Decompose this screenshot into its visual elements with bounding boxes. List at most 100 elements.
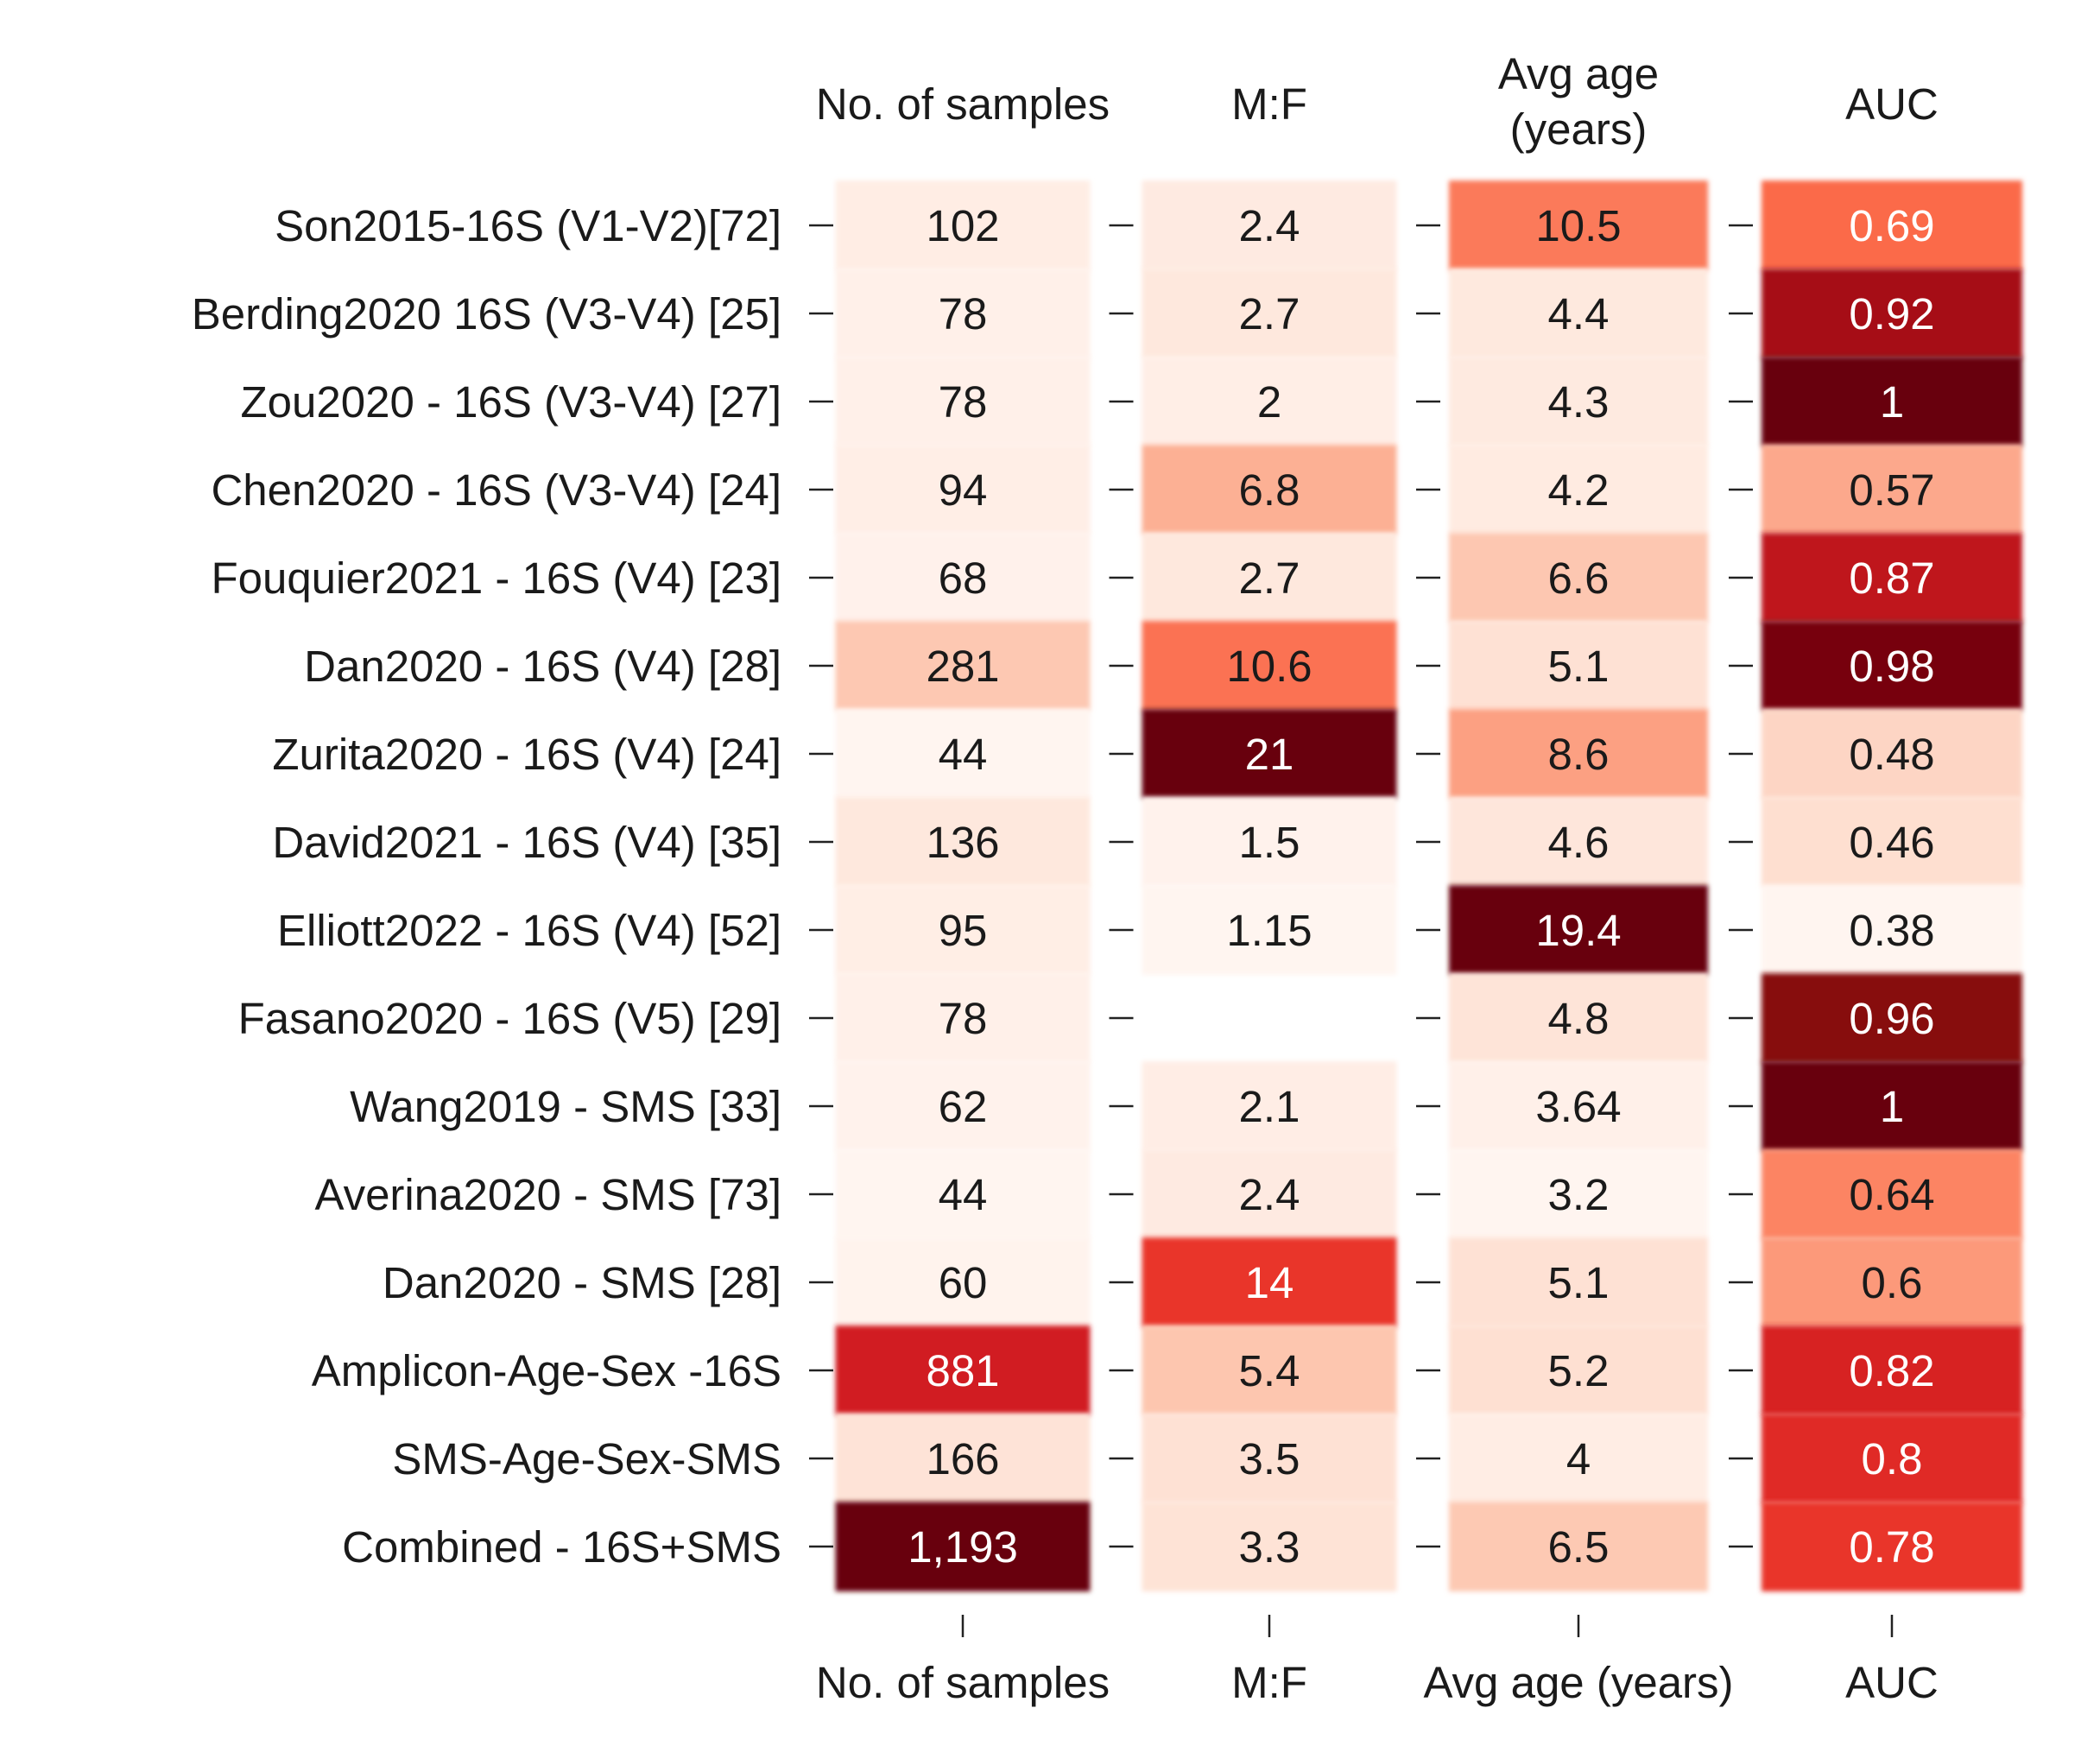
cell-label: 4.2 bbox=[1548, 465, 1610, 515]
cell-label: 0.57 bbox=[1849, 465, 1934, 515]
heatmap-cell bbox=[1142, 1149, 1397, 1239]
heatmap-cell bbox=[1762, 973, 2022, 1063]
cell-label: 21 bbox=[1245, 730, 1294, 779]
cell-label: 136 bbox=[926, 818, 999, 867]
heatmap-cell bbox=[1762, 1325, 2022, 1415]
cell-label: 14 bbox=[1245, 1258, 1294, 1307]
cell-label: 2.1 bbox=[1239, 1082, 1300, 1131]
heatmap-cell bbox=[1142, 357, 1397, 446]
cell-label: 4.3 bbox=[1548, 377, 1610, 427]
row-label: SMS-Age-Sex-SMS bbox=[392, 1434, 781, 1483]
cell-label: 6.6 bbox=[1548, 554, 1610, 603]
column-header-top: No. of samples bbox=[816, 79, 1110, 129]
heatmap-cell bbox=[1762, 1414, 2022, 1503]
cell-label: 102 bbox=[926, 201, 999, 250]
cell-label: 0.82 bbox=[1849, 1346, 1934, 1395]
cell-label: 78 bbox=[939, 289, 988, 338]
heatmap-cell bbox=[1449, 797, 1708, 887]
heatmap-cell bbox=[1449, 269, 1708, 358]
row-label: Combined - 16S+SMS bbox=[342, 1522, 781, 1572]
cell-label: 0.38 bbox=[1849, 906, 1934, 955]
row-label: David2021 - 16S (V4) [35] bbox=[272, 818, 781, 867]
heatmap-cell bbox=[1762, 709, 2022, 799]
heatmap-cell bbox=[1762, 621, 2022, 711]
column-header-top: Avg age (years) bbox=[1498, 49, 1659, 154]
heatmap-cell bbox=[835, 1414, 1091, 1503]
cell-label: 4 bbox=[1566, 1434, 1591, 1483]
heatmap-cell bbox=[1449, 885, 1708, 975]
cell-label: 10.6 bbox=[1226, 642, 1312, 691]
column-header-top: M:F bbox=[1231, 79, 1307, 129]
heatmap-cell bbox=[835, 1237, 1091, 1327]
row-label: Averina2020 - SMS [73] bbox=[314, 1170, 781, 1219]
cell-label: 5.1 bbox=[1548, 1258, 1610, 1307]
heatmap-cell bbox=[1142, 797, 1397, 887]
heatmap-cell bbox=[1142, 533, 1397, 623]
heatmap-cell bbox=[1762, 797, 2022, 887]
cell-label: 3.3 bbox=[1239, 1522, 1300, 1572]
heatmap-cell bbox=[1449, 621, 1708, 711]
cell-label: 78 bbox=[939, 994, 988, 1043]
heatmap-cell bbox=[1449, 180, 1708, 270]
cell-label: 95 bbox=[939, 906, 988, 955]
row-label: Elliott2022 - 16S (V4) [52] bbox=[277, 906, 781, 955]
heatmap-cell bbox=[1762, 180, 2022, 270]
heatmap-cell bbox=[1449, 973, 1708, 1063]
heatmap-cell bbox=[1449, 709, 1708, 799]
cell-label: 1 bbox=[1880, 377, 1904, 427]
cell-label: 8.6 bbox=[1548, 730, 1610, 779]
heatmap-cell bbox=[1142, 269, 1397, 358]
heatmap-cell bbox=[1762, 357, 2022, 446]
heatmap-cell bbox=[835, 885, 1091, 975]
heatmap-cell bbox=[1762, 1502, 2022, 1591]
column-header-bottom: No. of samples bbox=[816, 1658, 1110, 1707]
cell-label: 4.6 bbox=[1548, 818, 1610, 867]
cell-label: 6.5 bbox=[1548, 1522, 1610, 1572]
heatmap-cell bbox=[1762, 533, 2022, 623]
heatmap-cell bbox=[835, 973, 1091, 1063]
cell-label: 4.4 bbox=[1548, 289, 1610, 338]
cell-label: 44 bbox=[939, 730, 988, 779]
cell-label: 0.78 bbox=[1849, 1522, 1934, 1572]
cell-label: 1.15 bbox=[1226, 906, 1312, 955]
cell-label: 881 bbox=[926, 1346, 999, 1395]
heatmap-cell bbox=[1449, 1325, 1708, 1415]
cell-label: 4.8 bbox=[1548, 994, 1610, 1043]
cell-label: 0.98 bbox=[1849, 642, 1934, 691]
heatmap-cell bbox=[1142, 1325, 1397, 1415]
cell-label: 2.7 bbox=[1239, 289, 1300, 338]
cell-label: 2.4 bbox=[1239, 201, 1300, 250]
row-label: Dan2020 - 16S (V4) [28] bbox=[304, 642, 781, 691]
heatmap-cell bbox=[1449, 445, 1708, 535]
cell-label: 0.48 bbox=[1849, 730, 1934, 779]
heatmap-cell bbox=[835, 797, 1091, 887]
cell-label: 1,193 bbox=[908, 1522, 1018, 1572]
heatmap-cell bbox=[1142, 445, 1397, 535]
cell-label: 3.2 bbox=[1548, 1170, 1610, 1219]
heatmap-cell bbox=[835, 445, 1091, 535]
row-label: Fasano2020 - 16S (V5) [29] bbox=[238, 994, 781, 1043]
heatmap-cell bbox=[1142, 885, 1397, 975]
cell-label: 60 bbox=[939, 1258, 988, 1307]
row-label: Zou2020 - 16S (V3-V4) [27] bbox=[240, 377, 781, 427]
row-label: Dan2020 - SMS [28] bbox=[383, 1258, 781, 1307]
column-header-bottom: Avg age (years) bbox=[1423, 1658, 1733, 1707]
heatmap-cell bbox=[1762, 1061, 2022, 1151]
text-layer: Son2015-16S (V1-V2)[72] Berding2020 16S (… bbox=[192, 49, 1939, 1707]
cell-label: 19.4 bbox=[1535, 906, 1621, 955]
cell-label: 0.96 bbox=[1849, 994, 1934, 1043]
cells-layer bbox=[835, 180, 2022, 1591]
cell-label: 166 bbox=[926, 1434, 999, 1483]
cell-label: 281 bbox=[926, 642, 999, 691]
heatmap-cell bbox=[835, 180, 1091, 270]
cell-label: 2 bbox=[1257, 377, 1281, 427]
heatmap-cell bbox=[1142, 1061, 1397, 1151]
row-label: Son2015-16S (V1-V2)[72] bbox=[275, 201, 781, 250]
cell-label: 3.5 bbox=[1239, 1434, 1300, 1483]
heatmap-cell bbox=[1449, 1237, 1708, 1327]
heatmap-cell bbox=[835, 1325, 1091, 1415]
cell-label: 10.5 bbox=[1535, 201, 1621, 250]
cell-label: 5.1 bbox=[1548, 642, 1610, 691]
